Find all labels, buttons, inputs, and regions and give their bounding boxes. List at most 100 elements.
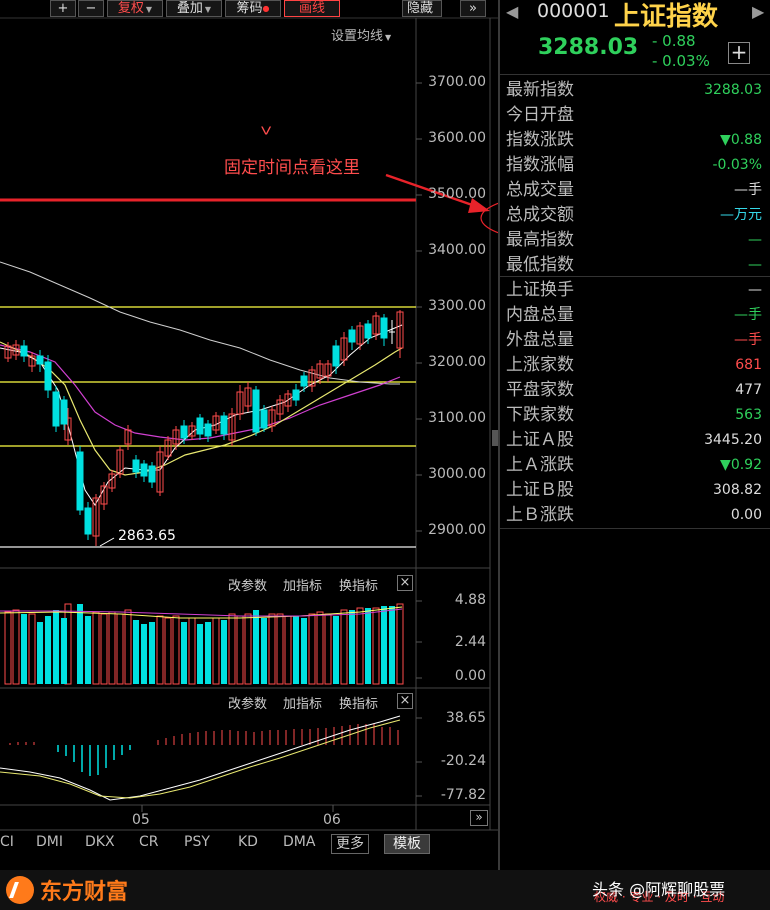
- next-stock-icon[interactable]: ▶: [752, 2, 765, 21]
- chevron-down-icon: ▼: [385, 33, 392, 42]
- volume-y-tick: 0.00: [454, 668, 486, 684]
- brand-name: 东方财富: [40, 880, 129, 905]
- quote-row: 指数涨跌 ▼0.88: [500, 128, 770, 153]
- add-watchlist-button[interactable]: +: [728, 42, 750, 64]
- quote-label: 总成交量: [506, 180, 574, 200]
- chips-label: 筹码: [236, 1, 263, 16]
- quote-value: —手: [734, 332, 762, 348]
- current-price: 3288.03: [538, 35, 639, 60]
- draw-line-button[interactable]: 画线: [284, 0, 340, 17]
- overlay-label: 叠加: [176, 1, 203, 16]
- kline-chart[interactable]: [0, 0, 500, 860]
- close-icon[interactable]: ×: [397, 693, 413, 709]
- overlay-dropdown[interactable]: 叠加 ▼: [166, 0, 222, 17]
- tab-dmi[interactable]: DMI: [36, 834, 63, 850]
- edit-params-button[interactable]: 改参数: [228, 579, 268, 594]
- ma-mid-line: [0, 344, 401, 441]
- quote-label: 最低指数: [506, 255, 574, 275]
- slogan-text: 权威 · 专业 · 及时 · 互动: [594, 890, 725, 904]
- quote-label: 下跌家数: [506, 405, 574, 425]
- quote-value: —手: [734, 182, 762, 198]
- quote-value: 563: [735, 407, 762, 423]
- quote-value: 681: [735, 357, 762, 373]
- quote-value: 3288.03: [704, 82, 762, 98]
- y-tick: 3200.00: [428, 354, 486, 370]
- chips-button[interactable]: 筹码●: [225, 0, 281, 17]
- quote-label: 总成交额: [506, 205, 574, 225]
- prev-stock-icon[interactable]: ◀: [506, 2, 519, 21]
- hide-button[interactable]: 隐藏: [402, 0, 442, 17]
- y-tick: 2900.00: [428, 522, 486, 538]
- y-tick: 3100.00: [428, 410, 486, 426]
- more-button[interactable]: 更多: [331, 834, 369, 854]
- add-indicator-button[interactable]: 加指标: [283, 697, 323, 712]
- quote-value: —: [748, 282, 762, 298]
- quote-label: 平盘家数: [506, 380, 574, 400]
- stock-name: 上证指数: [614, 2, 719, 32]
- quote-value: —手: [734, 307, 762, 323]
- quote-value: -0.03%: [712, 157, 762, 173]
- quote-value: 308.82: [713, 482, 762, 498]
- macd-y-tick: -77.82: [440, 787, 486, 803]
- macd-y-tick: -20.24: [440, 753, 486, 769]
- expand-icon[interactable]: »: [470, 810, 488, 826]
- tab-psy[interactable]: PSY: [184, 834, 210, 850]
- close-icon[interactable]: ×: [397, 575, 413, 591]
- quote-label: 上证换手: [506, 280, 574, 300]
- restore-rights-dropdown[interactable]: 复权 ▼: [107, 0, 163, 17]
- tab-dkx[interactable]: DKX: [85, 834, 115, 850]
- expand-button[interactable]: »: [460, 0, 486, 17]
- y-tick: 3500.00: [428, 186, 486, 202]
- candlesticks: [4, 310, 404, 546]
- quote-label: 外盘总量: [506, 330, 574, 350]
- quote-row: 上证换手 —: [500, 278, 770, 303]
- quote-value: ▼0.88: [720, 132, 762, 148]
- quote-row: 总成交量 —手: [500, 178, 770, 203]
- quote-row: 最新指数 3288.03: [500, 78, 770, 103]
- quote-row: 今日开盘: [500, 103, 770, 128]
- quote-label: 指数涨跌: [506, 130, 574, 150]
- quote-label: 最高指数: [506, 230, 574, 250]
- add-indicator-button[interactable]: 加指标: [283, 579, 323, 594]
- quote-row: 总成交额 —万元: [500, 203, 770, 228]
- switch-indicator-button[interactable]: 换指标: [339, 697, 379, 712]
- quote-value: 3445.20: [704, 432, 762, 448]
- panel-divider: [498, 0, 500, 870]
- quote-label: 指数涨幅: [506, 155, 574, 175]
- quote-row: 上Ａ涨跌 ▼0.92: [500, 453, 770, 478]
- macd-y-tick: 38.65: [445, 710, 486, 726]
- restore-label: 复权: [117, 1, 144, 16]
- template-button[interactable]: 模板: [384, 834, 430, 854]
- separator: [500, 276, 770, 277]
- quote-label: 上证Ｂ股: [506, 480, 574, 500]
- separator: [500, 528, 770, 529]
- brand-logo-icon: [6, 876, 34, 904]
- edit-params-button[interactable]: 改参数: [228, 697, 268, 712]
- panel-toggle-handle: [492, 430, 498, 446]
- zoom-out-button[interactable]: −: [78, 0, 104, 17]
- quote-value: —: [748, 232, 762, 248]
- volume-bars: [0, 603, 404, 685]
- volume-y-tick: 2.44: [454, 634, 486, 650]
- ma-settings-dropdown[interactable]: 设置均线 ▼: [331, 25, 391, 44]
- quote-value: —: [748, 257, 762, 273]
- quote-value: 477: [735, 382, 762, 398]
- switch-indicator-button[interactable]: 换指标: [339, 579, 379, 594]
- quote-row: 下跌家数 563: [500, 403, 770, 428]
- y-tick: 3600.00: [428, 130, 486, 146]
- y-tick: 3400.00: [428, 242, 486, 258]
- arrow-head-icon: [468, 198, 490, 213]
- quote-label: 最新指数: [506, 80, 574, 100]
- annotation-text: 固定时间点看这里: [224, 158, 360, 178]
- tab-cr[interactable]: CR: [139, 834, 159, 850]
- quote-row: 上证Ａ股 3445.20: [500, 428, 770, 453]
- price-change-pct: - 0.03%: [652, 52, 710, 70]
- quote-row: 指数涨幅 -0.03%: [500, 153, 770, 178]
- tab-dma[interactable]: DMA: [283, 834, 316, 850]
- price-change: - 0.88: [652, 32, 696, 50]
- y-tick: 3700.00: [428, 74, 486, 90]
- tab-ci[interactable]: CI: [0, 834, 14, 850]
- tab-kd[interactable]: KD: [238, 834, 258, 850]
- zoom-in-button[interactable]: +: [50, 0, 76, 17]
- watermark-text: 头条 @阿辉聊股票: [592, 880, 726, 899]
